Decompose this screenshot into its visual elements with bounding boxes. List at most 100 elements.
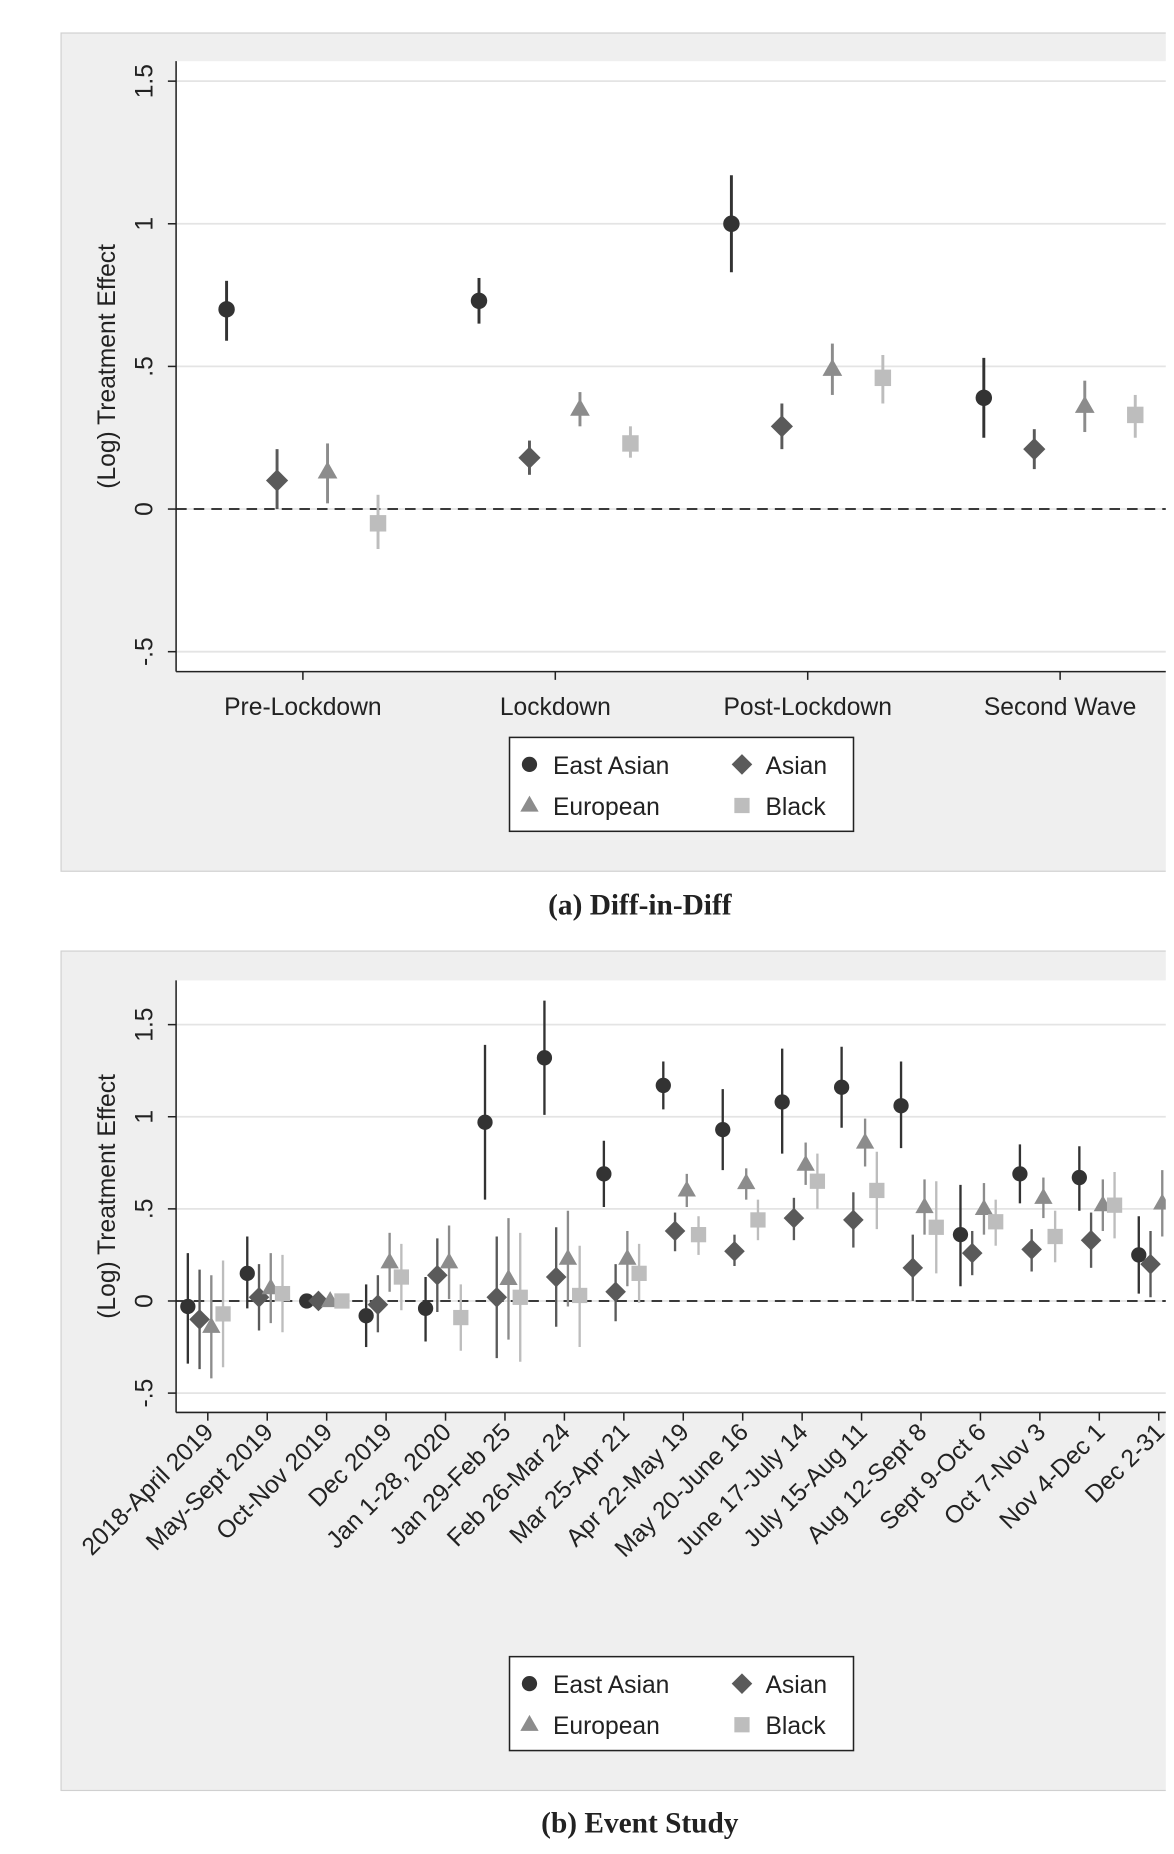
y-axis-label: (Log) Treatment Effect [94,244,121,489]
point [477,1114,493,1130]
point [274,1285,291,1302]
y-tick-label: 1.5 [132,1008,159,1042]
point [734,1717,750,1733]
x-tick-label: Second Wave [984,694,1137,721]
legend-box [508,736,855,833]
point [952,1227,969,1243]
point [180,1298,196,1315]
legend-label: European [553,1713,660,1740]
point [902,1257,924,1279]
point [915,1197,934,1214]
point [393,1269,409,1285]
point [518,446,541,469]
legend-label: East Asian [553,1672,669,1699]
plot-area [176,980,1174,1413]
point [521,1676,538,1692]
legend-label: Black [765,1713,826,1740]
point [1131,1247,1147,1263]
x-tick-label: Post-Lockdown [723,694,891,721]
point [369,515,387,532]
point [545,1266,567,1288]
point [521,756,538,773]
legend-label: East Asian [553,753,669,780]
y-tick-label: 1.5 [132,64,159,98]
point [453,1309,469,1326]
point [655,1077,671,1094]
point [677,1180,696,1197]
point [470,292,488,310]
legend-label: Asian [765,1672,827,1699]
y-tick-label: 0 [132,502,159,516]
point [1127,406,1144,424]
point [499,1268,518,1285]
point [737,1173,756,1190]
point [631,1265,647,1281]
point [520,795,539,812]
point [512,1289,528,1305]
point [570,398,590,416]
point [928,1219,944,1235]
point [618,1248,637,1265]
caption: (a) Diff-in-Diff [548,890,733,922]
legend-box [508,1655,855,1752]
point [893,1098,909,1114]
y-tick-label: .5 [132,1199,159,1220]
point [520,1714,539,1731]
point [724,1240,745,1262]
legend-label: Black [765,794,826,821]
point [1140,1253,1161,1275]
point [731,754,753,775]
point [558,1248,578,1265]
point [809,1173,826,1189]
point [202,1316,221,1333]
y-tick-label: .5 [132,356,159,377]
point [750,1212,766,1228]
point [596,1166,612,1182]
point [874,369,892,387]
point [358,1308,374,1324]
y-tick-label: 1 [132,217,159,231]
y-tick-label: -.5 [132,1379,159,1408]
point [774,1094,790,1110]
point [734,797,750,814]
point [770,415,793,438]
point [239,1265,255,1281]
point [715,1122,731,1138]
point [796,1154,815,1171]
legend-label: Asian [765,753,827,780]
point [536,1050,553,1066]
point [215,1306,231,1322]
panel: -.50.511.5(Log) Treatment Effect2018-Apr… [60,950,1174,1840]
point [1074,395,1095,413]
y-tick-label: -.5 [132,637,159,666]
point [317,461,338,479]
x-tick-label: Lockdown [500,694,611,721]
point [189,1309,210,1330]
point [622,435,639,452]
point [265,469,289,492]
point [1012,1166,1028,1182]
point [833,1079,850,1095]
point [299,1293,315,1309]
legend-label: European [553,794,660,821]
crop-edge [1165,0,1174,1854]
point [427,1264,448,1286]
y-tick-label: 1 [132,1110,159,1124]
point [855,1132,875,1149]
point [869,1182,885,1199]
y-tick-label: 0 [132,1294,159,1308]
point [975,389,993,407]
point [1047,1228,1063,1245]
point [1034,1187,1053,1204]
point [690,1227,707,1243]
y-axis-label: (Log) Treatment Effect [94,1074,121,1319]
point [417,1300,434,1316]
point [439,1252,459,1269]
caption: (b) Event Study [541,1808,739,1840]
point [1106,1197,1123,1213]
point [822,358,843,376]
point [218,301,235,318]
x-tick-label: Pre-Lockdown [224,694,382,721]
